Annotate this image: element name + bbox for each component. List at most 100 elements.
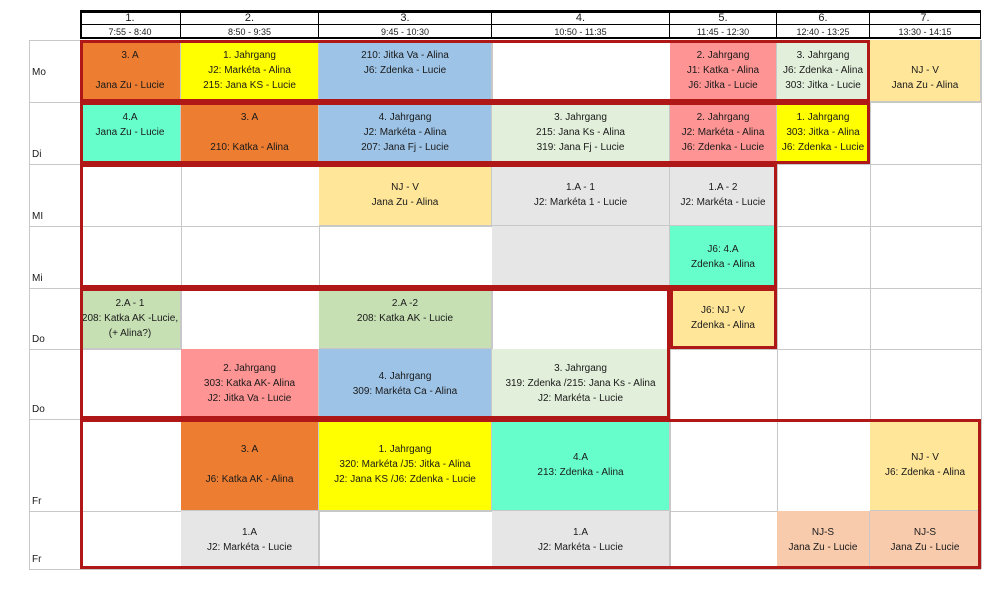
lesson-line: 1.A: [241, 526, 257, 538]
lesson-cell: 210: Jitka Va - Alina J6: Zdenka - Lucie: [319, 40, 492, 102]
lesson-line: 303: Jitka - Alina: [786, 127, 860, 138]
lesson-line: J6: Zdenka - Alina: [884, 466, 966, 478]
lesson-cell: 4. Jahrgang 309: Markéta Ca - Alina: [319, 349, 492, 419]
lesson-line: J6: Zdenka - Lucie: [781, 142, 865, 153]
row-rule: [29, 569, 981, 570]
lesson-cell: 2.A -2 208: Katka AK - Lucie: [319, 288, 492, 349]
lesson-line: J6: NJ - V: [701, 305, 745, 316]
lesson-cell: 1.A J2: Markéta - Lucie: [181, 511, 319, 569]
day-label: Mo: [32, 67, 46, 78]
lesson-line: 319: Zdenka /215: Jana Ks - Alina: [505, 378, 656, 389]
lesson-line: 215: Jana Ks - Alina: [536, 127, 625, 138]
lesson-line: J6: Zdenka - Alina: [782, 65, 864, 76]
day-column-left-rule: [29, 40, 30, 569]
lesson-line: 3. A: [240, 112, 259, 123]
day-label: Do: [32, 404, 45, 415]
lesson-line: J2: Jitka Va - Lucie: [207, 393, 292, 404]
lesson-line: 319: Jana Fj - Lucie: [536, 142, 625, 153]
lesson-line: 303: Katka AK- Alina: [203, 378, 296, 389]
lesson-line: J2: Markéta - Lucie: [537, 541, 624, 553]
day-label: MI: [32, 211, 44, 222]
lesson-line: NJ-S: [913, 526, 937, 538]
lesson-cell: 1. Jahrgang 320: Markéta /J5: Jitka - Ali…: [319, 419, 492, 511]
column-rule: [777, 40, 778, 569]
lesson-line: J6: Jitka - Lucie: [688, 80, 758, 91]
lesson-line: 215: Jana KS - Lucie: [203, 80, 296, 91]
lesson-cell: 3. A Jana Zu - Lucie: [80, 40, 181, 102]
lesson-line: NJ - V: [911, 65, 939, 76]
lesson-line: 207: Jana Fj - Lucie: [361, 142, 449, 153]
lesson-cell: 4. Jahrgang J2: Markéta - Alina 207: Jana …: [319, 102, 492, 164]
lesson-cell: 2.A - 1 208: Katka AK -Lucie, (+ Alina?): [80, 288, 181, 349]
lesson-line: 208: Katka AK -Lucie,: [81, 312, 179, 324]
lesson-line: Jana Zu - Lucie: [890, 541, 960, 553]
period-number: 4.: [492, 11, 670, 25]
lesson-cell: 1.A - 1 J2: Markéta 1 - Lucie: [492, 164, 670, 226]
lesson-line: 3. Jahrgang: [796, 50, 850, 61]
lesson-line: 2. Jahrgang: [696, 50, 750, 61]
lesson-cell: 2. Jahrgang J2: Markéta - Alina J6: Zdenka…: [670, 102, 777, 164]
lesson-cell: NJ - V Jana Zu - Alina: [870, 40, 981, 102]
lesson-cell: 1. Jahrgang J2: Markéta - Alina 215: Jana …: [181, 40, 319, 102]
period-number: 6.: [777, 11, 870, 25]
lesson-cell: NJ - V J6: Zdenka - Alina: [870, 419, 981, 511]
lesson-line: [924, 48, 927, 63]
period-time: 9:45 - 10:30: [319, 25, 492, 38]
lesson-line: 208: Katka AK - Lucie: [356, 312, 454, 324]
lesson-line: (+ Alina?): [108, 327, 152, 339]
period-time: 13:30 - 14:15: [870, 25, 981, 38]
day-label: Mi: [32, 273, 43, 284]
lesson-cell: 3. Jahrgang 215: Jana Ks - Alina 319: Jana…: [492, 102, 670, 164]
column-rule: [492, 40, 493, 569]
period-time: 12:40 - 13:25: [777, 25, 870, 38]
lesson-line: 3. Jahrgang: [554, 112, 607, 123]
lesson-line: Jana Zu - Lucie: [788, 541, 858, 553]
period-time: 10:50 - 11:35: [492, 25, 670, 38]
lesson-cell: 2. Jahrgang 303: Katka AK- Alina J2: Jitka…: [181, 349, 319, 419]
lesson-cell: NJ-S Jana Zu - Lucie: [777, 511, 870, 569]
lesson-line: J2: Markéta - Alina: [681, 127, 765, 138]
period-time: 8:50 - 9:35: [181, 25, 319, 38]
lesson-line: NJ-S: [811, 526, 835, 538]
column-rule: [981, 40, 982, 569]
lesson-line: [248, 125, 251, 140]
lesson-line: 210: Jitka Va - Alina: [361, 50, 449, 61]
lesson-cell: 3. A J6: Katka AK - Alina: [181, 419, 319, 511]
lesson-line: 1. Jahrgang: [378, 444, 432, 455]
column-rule: [181, 40, 182, 569]
period-number: 1.: [80, 11, 181, 25]
period-number: 2.: [181, 11, 319, 25]
lesson-cell: NJ-S Jana Zu - Lucie: [870, 511, 981, 569]
lesson-cell: 4.A 213: Zdenka - Alina: [492, 419, 670, 511]
lesson-cell: 3. A 210: Katka - Alina: [181, 102, 319, 164]
lesson-line: [248, 457, 251, 472]
lesson-line: 320: Markéta /J5: Jitka - Alina: [339, 459, 471, 470]
lesson-line: Zdenka - Alina: [691, 258, 755, 270]
lesson-line: 213: Zdenka - Alina: [537, 466, 624, 478]
lesson-line: J2: Markéta - Lucie: [206, 541, 293, 553]
lesson-line: [404, 78, 407, 93]
lesson-line: 1.A: [572, 526, 588, 538]
period-number: 7.: [870, 11, 981, 25]
lesson-line: J6: Zdenka - Lucie: [363, 65, 447, 76]
lesson-cell: 1.A J2: Markéta - Lucie: [492, 511, 670, 569]
header-rule: [80, 10, 981, 13]
lesson-line: NJ - V: [911, 451, 939, 463]
period-number: 3.: [319, 11, 492, 25]
header-rule: [80, 37, 981, 39]
lesson-cell: 1.A - 2 J2: Markéta - Lucie: [670, 164, 777, 226]
period-time: 7:55 - 8:40: [80, 25, 181, 38]
lesson-cell: 2. Jahrgang J1: Katka - Alina J6: Jitka - …: [670, 40, 777, 102]
day-label: Fr: [32, 496, 42, 507]
lesson-cell: 4.A Jana Zu - Lucie: [80, 102, 181, 164]
lesson-line: Jana Zu - Alina: [891, 80, 959, 91]
lesson-line: 210: Katka - Alina: [210, 142, 289, 153]
lesson-cell: 1. Jahrgang 303: Jitka - Alina J6: Zdenka …: [777, 102, 870, 164]
period-number: 5.: [670, 11, 777, 25]
day-label: Fr: [32, 554, 42, 565]
lesson-line: 4. Jahrgang: [378, 370, 432, 382]
lesson-line: J2: Markéta - Lucie: [680, 196, 766, 208]
lesson-line: 2. Jahrgang: [696, 112, 750, 123]
lesson-line: 1. Jahrgang: [223, 50, 276, 61]
